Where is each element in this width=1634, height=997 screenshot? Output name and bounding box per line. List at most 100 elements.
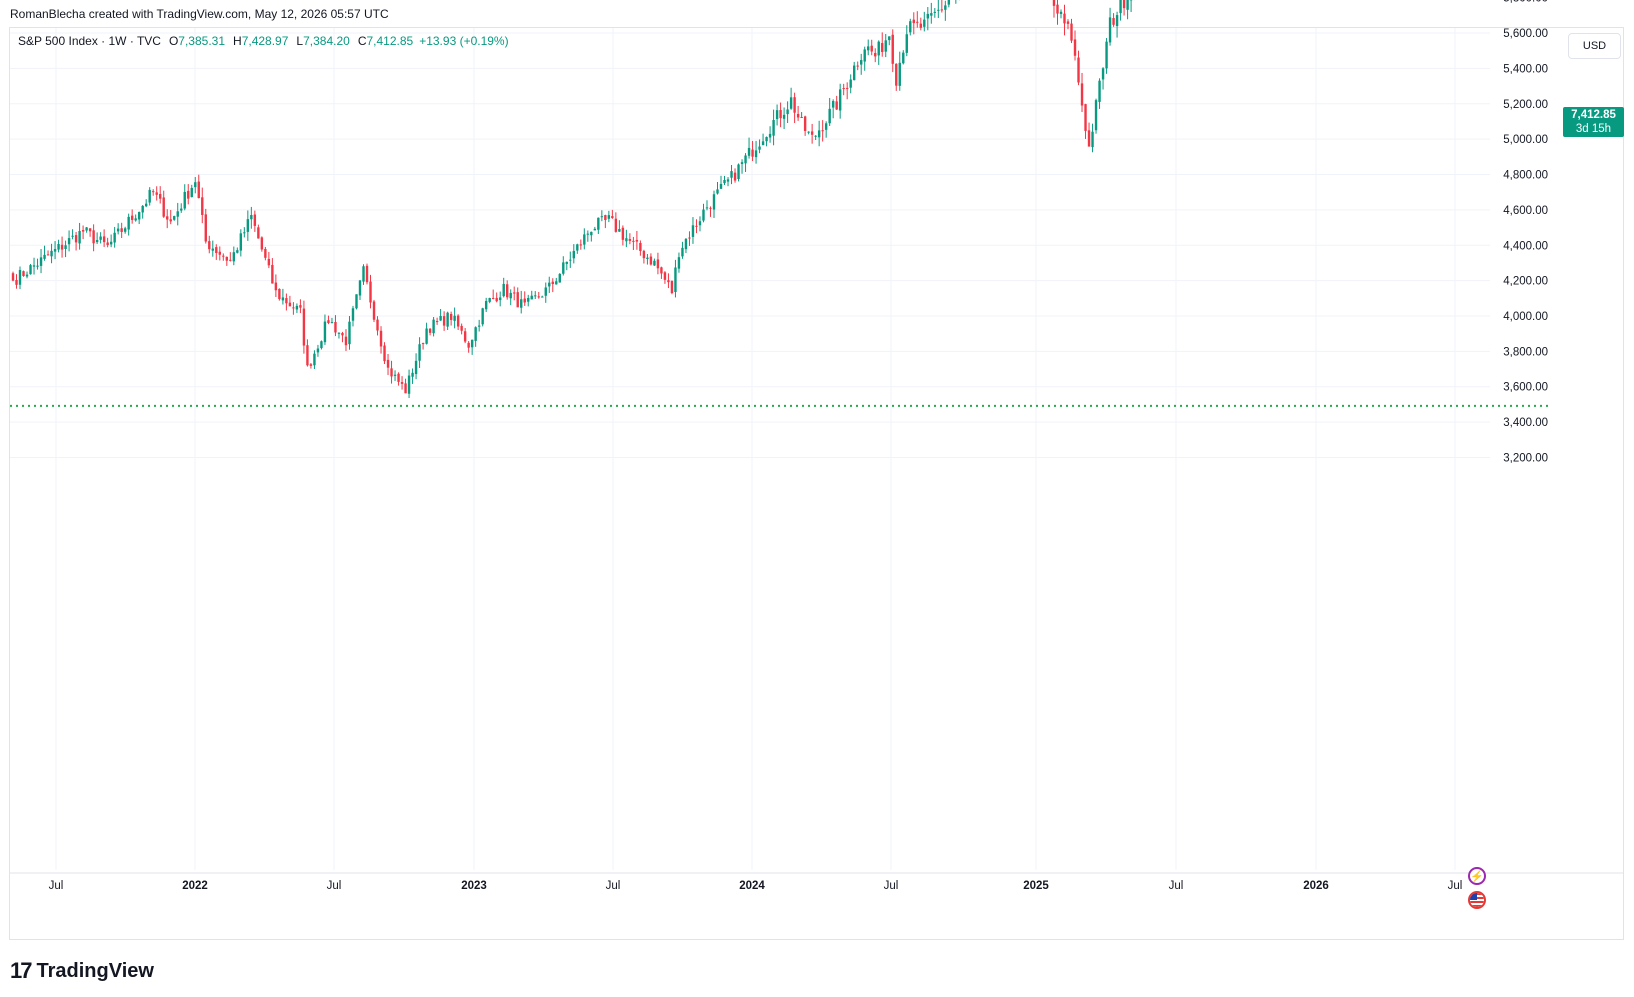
candle-body [285, 298, 288, 304]
candle-body [36, 265, 39, 267]
candle-body [909, 21, 912, 33]
candle-body [677, 257, 681, 269]
candle-body [60, 244, 64, 250]
candle-body [905, 34, 908, 53]
candle-body [239, 233, 243, 251]
candle-body [1108, 17, 1112, 43]
tradingview-brand[interactable]: 17 TradingView [10, 958, 154, 984]
candle-body [653, 260, 656, 266]
bar-countdown: 3d 15h [1575, 123, 1612, 135]
candle-body [698, 221, 702, 226]
candle-body [137, 212, 141, 220]
candle-body [1112, 18, 1115, 25]
candle-body [53, 249, 57, 252]
candle-body [467, 342, 470, 348]
candle-body [895, 63, 898, 86]
candle-body [923, 19, 926, 27]
candle-body [590, 231, 593, 236]
candle-body [43, 254, 46, 259]
x-tick-label: Jul [1169, 880, 1184, 892]
currency-selector[interactable]: USD [1568, 33, 1621, 59]
candle-body [1119, 0, 1122, 14]
candle-body [400, 382, 404, 384]
candle-body [330, 322, 334, 324]
candle-body [236, 250, 239, 253]
candle-body [537, 296, 540, 298]
candle-body [456, 315, 460, 327]
candle-body [442, 316, 446, 326]
candle-body [632, 240, 635, 242]
candle-body [404, 383, 407, 394]
candle-body [351, 308, 355, 321]
y-tick-label: 4,000.00 [1503, 311, 1548, 323]
candle-body [1077, 57, 1080, 83]
candle-body [22, 271, 25, 277]
candle-body [323, 321, 327, 343]
candle-body [944, 5, 947, 10]
candle-body [253, 214, 257, 226]
candle-body [747, 147, 751, 156]
us-flag-icon[interactable] [1468, 891, 1486, 909]
candle-body [516, 292, 519, 308]
candle-body [498, 297, 502, 301]
candle-body [817, 130, 821, 138]
candle-body [649, 256, 653, 265]
candle-body [78, 230, 81, 244]
candle-body [761, 141, 765, 146]
candle-body [292, 307, 295, 309]
candle-body [937, 9, 940, 11]
candle-body [435, 321, 439, 323]
candle-body [828, 108, 831, 124]
candle-body [1101, 68, 1105, 80]
candle-body [414, 360, 418, 375]
candle-body [926, 13, 930, 19]
candle-body [541, 296, 544, 298]
candle-body [386, 359, 390, 368]
candle-body [250, 215, 253, 220]
lightning-icon[interactable]: ⚡ [1468, 867, 1486, 885]
candle-body [327, 320, 330, 324]
candle-body [187, 190, 190, 199]
candle-body [551, 281, 554, 285]
candle-body [723, 179, 726, 184]
candle-body [705, 207, 709, 209]
candle-body [593, 228, 597, 231]
candle-body [116, 228, 120, 232]
tradingview-logo-icon: 17 [10, 958, 33, 983]
candle-body [257, 227, 260, 239]
last-price-tag: 7,412.85 3d 15h [1563, 107, 1624, 137]
candle-body [18, 270, 22, 285]
candle-body [898, 62, 901, 86]
y-tick-label: 5,400.00 [1503, 63, 1548, 75]
symbol-name[interactable]: S&P 500 Index · 1W · TVC [18, 34, 161, 48]
candle-body [260, 237, 264, 250]
candle-body [1115, 15, 1119, 27]
high-value: 7,428.97 [241, 34, 289, 48]
candle-body [130, 215, 134, 220]
candle-body [85, 227, 88, 231]
candle-body [183, 191, 186, 209]
candle-body [460, 325, 463, 331]
candle-body [919, 23, 922, 28]
candle-body [1052, 0, 1056, 6]
candle-body [853, 65, 856, 81]
candle-body [572, 250, 575, 259]
candle-body [29, 265, 32, 275]
candle-body [453, 315, 456, 321]
candle-body [432, 319, 435, 334]
candle-body [74, 235, 78, 243]
candle-body [173, 216, 176, 220]
candle-body [379, 330, 383, 347]
candle-body [751, 149, 754, 157]
candle-body [180, 208, 183, 211]
candle-body [930, 13, 933, 16]
candle-body [302, 308, 306, 346]
candle-body [1087, 130, 1091, 147]
candle-body [407, 375, 411, 394]
candle-body [789, 97, 793, 109]
candle-body [772, 120, 775, 136]
candle-body [194, 182, 197, 188]
candle-body [576, 244, 579, 251]
candle-body [569, 259, 572, 261]
